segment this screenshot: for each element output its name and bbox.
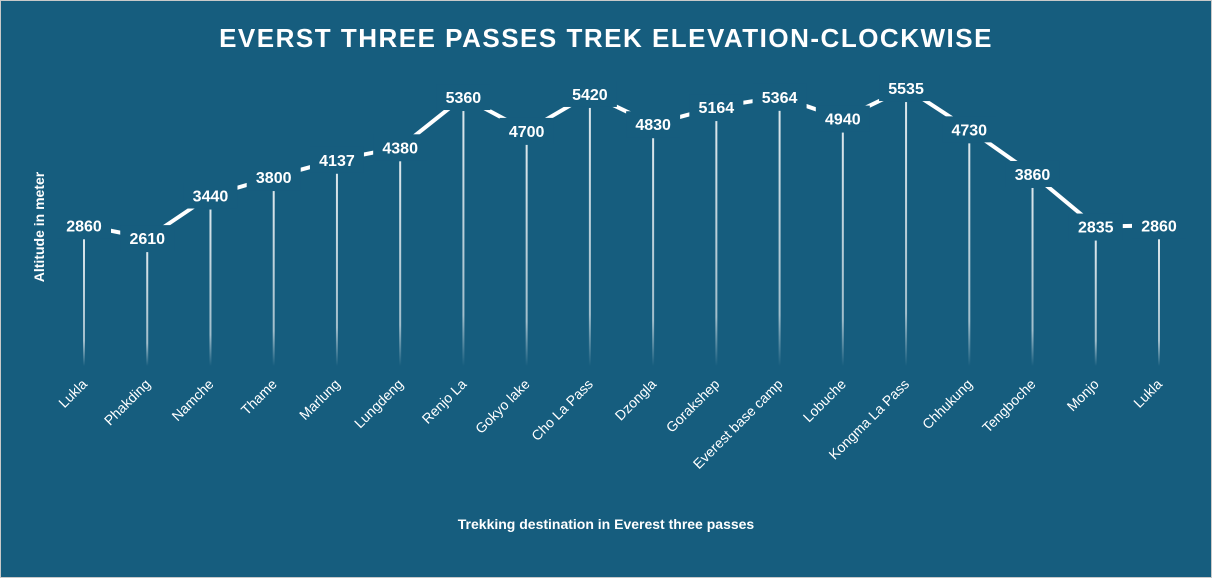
data-label: 4700: [509, 124, 545, 141]
data-label-bg: [246, 164, 301, 191]
data-label: 2835: [1078, 220, 1114, 237]
x-tick-label: Chhukung: [919, 376, 975, 432]
drop-line: [652, 138, 655, 366]
data-label-bg: [879, 75, 934, 102]
drop-line: [968, 143, 971, 366]
data-label-bg: [689, 94, 744, 121]
x-tick-label: Cho La Pass: [528, 376, 596, 444]
drop-line: [1158, 239, 1160, 366]
x-tick-label: Lukla: [1130, 376, 1165, 411]
data-label: 5164: [699, 100, 735, 117]
data-label-bg: [436, 84, 491, 111]
data-label-bg: [1005, 160, 1060, 187]
chart-title: EVERST THREE PASSES TREK ELEVATION-CLOCK…: [219, 23, 993, 53]
data-label: 2860: [1141, 218, 1177, 235]
data-label-bg: [752, 83, 807, 110]
drop-line: [778, 110, 781, 366]
data-label: 4940: [825, 112, 861, 129]
data-label: 3860: [1015, 167, 1051, 184]
x-tick-label: Namche: [168, 376, 216, 424]
data-label: 5535: [888, 81, 924, 98]
data-label: 2610: [129, 231, 165, 248]
data-label: 4137: [319, 153, 355, 170]
drop-line: [588, 107, 591, 366]
drop-line: [715, 121, 718, 367]
x-tick-label: Gokyo lake: [472, 376, 533, 437]
drop-line: [335, 173, 338, 366]
data-label-bg: [815, 105, 870, 132]
data-label-bg: [562, 80, 617, 107]
data-label: 5364: [762, 90, 798, 107]
x-axis-label: Trekking destination in Everest three pa…: [458, 516, 755, 532]
data-label: 2860: [66, 218, 102, 235]
drop-line: [83, 239, 85, 366]
data-label-bg: [499, 117, 554, 144]
x-tick-label: Lobuche: [800, 376, 849, 425]
x-tick-label: Lukla: [55, 376, 90, 411]
data-label-bg: [183, 182, 238, 209]
drop-line: [462, 111, 465, 366]
data-label-bg: [1132, 212, 1186, 239]
elevation-line: [83, 85, 1160, 241]
data-label: 4730: [951, 122, 987, 139]
x-tick-label: Tengboche: [979, 376, 1039, 436]
data-label: 3800: [256, 170, 292, 187]
x-tick-label: Renjo La: [419, 376, 470, 427]
drop-line: [905, 102, 908, 366]
x-tick-label: Gorakshep: [663, 376, 723, 436]
data-label-bg: [626, 111, 681, 138]
x-tick-label: Dzongla: [612, 376, 660, 424]
data-label: 5420: [572, 87, 608, 104]
x-tick-label: Phakding: [101, 376, 154, 429]
x-tick-label: Monjo: [1064, 376, 1102, 414]
data-label-bg: [57, 212, 111, 239]
drop-line: [525, 144, 528, 366]
x-tick-label: Marlung: [296, 376, 343, 423]
data-label: 4380: [382, 140, 418, 157]
data-label-bg: [309, 146, 364, 173]
data-label-bg: [373, 134, 428, 161]
data-label: 3440: [193, 189, 229, 206]
drop-line: [1031, 187, 1034, 366]
x-tick-label: Thame: [238, 376, 280, 418]
data-label-bg: [120, 225, 175, 252]
data-label-bg: [1068, 213, 1123, 240]
data-label: 4830: [635, 117, 671, 134]
data-label: 5360: [446, 90, 482, 107]
drop-line: [841, 132, 844, 366]
x-tick-label: Lungdeng: [351, 376, 406, 431]
data-label-bg: [942, 116, 997, 143]
drop-line: [209, 209, 212, 366]
drop-line: [146, 252, 149, 366]
drop-line: [1094, 240, 1097, 366]
y-axis-label: Altitude in meter: [31, 171, 47, 282]
drop-line: [399, 161, 402, 366]
drop-line: [272, 191, 275, 366]
